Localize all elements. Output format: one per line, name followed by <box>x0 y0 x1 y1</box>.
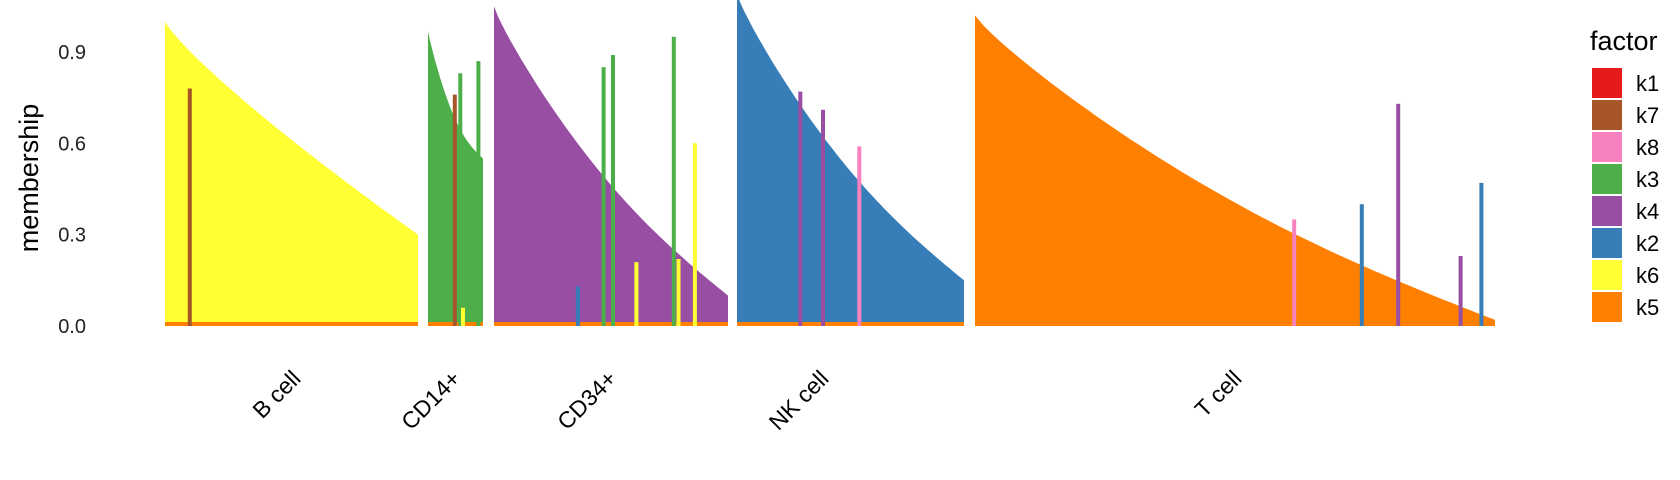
legend-swatch <box>1592 132 1622 162</box>
spike-k6 <box>692 143 697 326</box>
group-label: T cell <box>1190 365 1247 422</box>
legend-label: k5 <box>1636 295 1659 320</box>
membership-area-k6 <box>165 21 418 326</box>
legend-label: k2 <box>1636 231 1659 256</box>
y-axis: 0.0 0.3 0.6 0.9 <box>58 42 86 338</box>
group-label: NK cell <box>764 365 834 435</box>
spike-k4 <box>1458 256 1463 326</box>
spike-k7 <box>187 88 192 326</box>
spike-k2 <box>1359 204 1364 326</box>
group-panel <box>428 30 483 326</box>
legend-swatch <box>1592 228 1622 258</box>
legend-swatch <box>1592 196 1622 226</box>
legend: factor k1 k7 k8 k3 k4 k2 k6 k5 <box>1590 26 1659 322</box>
legend-label: k6 <box>1636 263 1659 288</box>
group-panel <box>737 0 964 326</box>
spike-k3 <box>601 67 606 326</box>
legend-swatch <box>1592 292 1622 322</box>
y-tick-label: 0.3 <box>58 225 86 247</box>
spike-k3 <box>458 73 463 326</box>
legend-label: k7 <box>1636 103 1659 128</box>
group-label: CD34+ <box>552 365 621 434</box>
legend-swatch <box>1592 68 1622 98</box>
legend-title: factor <box>1590 26 1658 56</box>
group-panel <box>494 6 728 327</box>
y-tick-label: 0.6 <box>58 133 86 155</box>
group-panel <box>165 21 418 326</box>
membership-area-k4 <box>494 6 728 327</box>
spike-k4 <box>1396 103 1401 326</box>
plot-area <box>165 0 1495 327</box>
membership-area-k5 <box>975 15 1495 326</box>
legend-label: k8 <box>1636 135 1659 160</box>
spike-k2 <box>1479 182 1484 326</box>
legend-label: k4 <box>1636 199 1659 224</box>
spike-k2 <box>575 286 580 326</box>
legend-swatch <box>1592 100 1622 130</box>
group-labels: B cell CD14+ CD34+ NK cell T cell <box>247 365 1246 435</box>
y-axis-title: membership <box>14 104 44 253</box>
spike-k3 <box>611 55 615 326</box>
spike-k7 <box>452 94 457 326</box>
spike-k3 <box>671 36 676 327</box>
spike-k6 <box>676 259 681 326</box>
legend-swatch <box>1592 164 1622 194</box>
baseline-k5 <box>165 322 418 326</box>
spike-k4 <box>821 109 825 326</box>
spike-k6 <box>461 307 465 326</box>
group-label: B cell <box>247 365 305 423</box>
spike-k8 <box>1292 219 1297 326</box>
y-tick-label: 0.9 <box>58 42 86 64</box>
group-panel <box>975 15 1495 326</box>
membership-area-k2 <box>737 0 964 326</box>
spike-k3 <box>476 61 481 326</box>
spike-k8 <box>857 146 862 326</box>
spike-k6 <box>634 262 639 326</box>
legend-label: k3 <box>1636 167 1659 192</box>
y-tick-label: 0.0 <box>58 316 86 338</box>
spike-k4 <box>798 91 803 326</box>
group-label: CD14+ <box>396 365 465 434</box>
legend-label: k1 <box>1636 71 1659 96</box>
baseline-k5 <box>737 322 964 326</box>
legend-swatch <box>1592 260 1622 290</box>
